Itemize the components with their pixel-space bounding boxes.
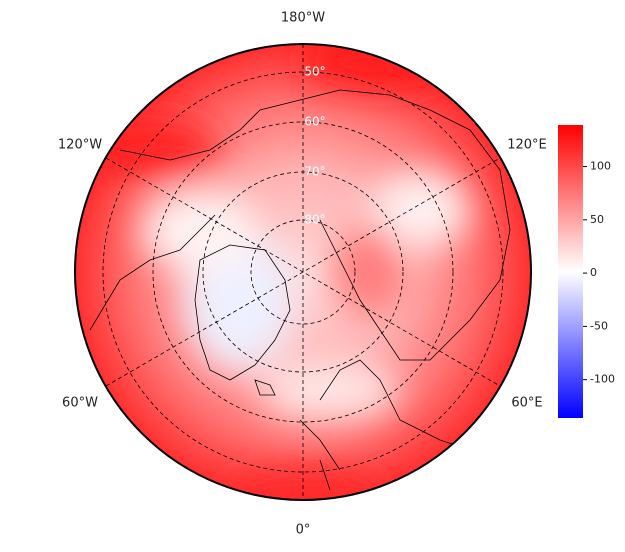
colorbar-tick-label: 0	[590, 266, 597, 279]
longitude-label: 60°W	[62, 396, 98, 411]
map-field	[75, 44, 531, 500]
latitude-label: 60°	[304, 115, 325, 129]
latitude-label: 80°	[304, 213, 325, 227]
colorbar-tick-label: 50	[590, 213, 604, 226]
longitude-label: 0°	[296, 523, 311, 538]
longitude-label: 120°E	[507, 138, 547, 153]
coastline	[254, 379, 341, 491]
coastline	[119, 89, 511, 361]
colorbar	[558, 125, 583, 418]
map-boundary	[74, 43, 532, 501]
longitude-label: 180°W	[281, 11, 325, 26]
coastline	[194, 244, 291, 381]
colorbar-tick-label: -100	[590, 373, 615, 386]
graticule	[102, 44, 504, 500]
colorbar-tick-label: 100	[590, 160, 611, 173]
longitude-label: 120°W	[58, 138, 102, 153]
latitude-label: 50°	[304, 65, 325, 79]
longitude-label: 60°E	[511, 396, 542, 411]
coastline	[89, 214, 216, 331]
colorbar-tick-label: -50	[590, 319, 608, 332]
latitude-label: 70°	[304, 165, 325, 179]
